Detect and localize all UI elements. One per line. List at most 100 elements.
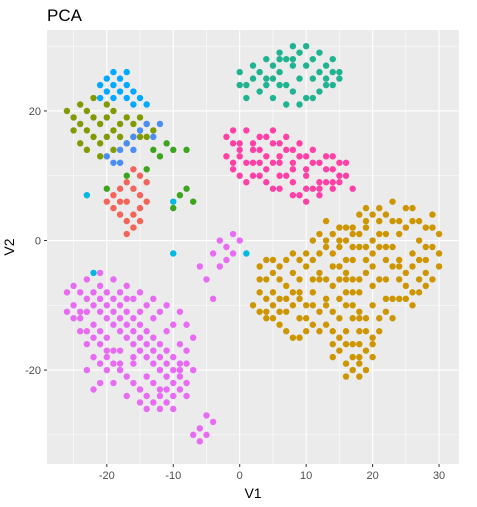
scatter-point [170, 379, 177, 387]
scatter-point [422, 243, 429, 251]
scatter-point [96, 269, 104, 277]
scatter-point [395, 230, 403, 238]
scatter-point [170, 405, 177, 413]
scatter-point [163, 328, 170, 335]
scatter-point [163, 140, 170, 147]
scatter-point [435, 263, 443, 270]
scatter-point [336, 159, 343, 166]
scatter-point [389, 217, 396, 225]
scatter-point [170, 392, 177, 400]
scatter-point [110, 127, 117, 134]
scatter-point [236, 172, 243, 179]
scatter-point [236, 68, 243, 76]
scatter-point [163, 302, 170, 309]
scatter-point [415, 256, 423, 264]
scatter-point [130, 315, 137, 322]
scatter-point [123, 321, 130, 328]
scatter-point [376, 328, 383, 335]
y-tick-label: 20 [29, 106, 41, 118]
scatter-point [296, 101, 303, 108]
scatter-point [223, 153, 230, 160]
scatter-point [269, 140, 277, 147]
scatter-point [203, 276, 210, 283]
scatter-point [170, 366, 177, 374]
scatter-point [136, 399, 144, 406]
scatter-point [143, 340, 150, 348]
scatter-point [362, 224, 370, 231]
scatter-point [309, 321, 317, 328]
scatter-point [269, 185, 277, 192]
scatter-point [376, 315, 383, 322]
scatter-point [103, 133, 111, 141]
scatter-point [329, 179, 336, 186]
scatter-point [376, 243, 383, 251]
scatter-point [189, 366, 197, 374]
scatter-point [170, 198, 177, 205]
scatter-point [309, 237, 317, 244]
scatter-point [322, 179, 330, 186]
scatter-point [96, 282, 104, 290]
scatter-point [90, 94, 97, 102]
scatter-point [415, 289, 423, 296]
scatter-point [376, 217, 383, 225]
scatter-point [342, 360, 350, 367]
scatter-point [249, 159, 257, 166]
scatter-point [429, 276, 436, 283]
scatter-point [289, 302, 297, 309]
scatter-point [283, 146, 290, 154]
scatter-point [382, 295, 390, 303]
scatter-point [243, 127, 250, 134]
scatter-point [296, 75, 303, 82]
scatter-point [322, 166, 330, 173]
scatter-point [269, 62, 277, 69]
scatter-point [256, 146, 263, 154]
scatter-point [183, 146, 190, 154]
scatter-point [289, 166, 297, 173]
scatter-point [176, 373, 184, 380]
scatter-point [269, 94, 277, 102]
scatter-point [342, 373, 350, 380]
scatter-point [395, 276, 403, 283]
scatter-point [96, 153, 104, 160]
scatter-point [216, 263, 223, 270]
scatter-point [269, 159, 277, 166]
scatter-point [130, 224, 137, 231]
scatter-point [283, 133, 290, 141]
scatter-point [223, 256, 230, 264]
scatter-point [249, 140, 257, 147]
scatter-point [389, 198, 396, 205]
scatter-point [143, 392, 150, 400]
scatter-point [229, 166, 237, 173]
scatter-point [289, 88, 297, 95]
scatter-point [236, 81, 243, 89]
scatter-point [136, 127, 144, 134]
scatter-point [362, 315, 370, 322]
scatter-point [329, 308, 336, 315]
scatter-point [123, 217, 130, 225]
scatter-point [269, 75, 277, 82]
scatter-point [203, 412, 210, 419]
scatter-point [402, 269, 410, 277]
scatter-point [349, 340, 356, 348]
scatter-point [143, 373, 150, 380]
scatter-point [302, 263, 310, 270]
scatter-point [336, 237, 343, 244]
scatter-point [136, 347, 144, 354]
scatter-point [283, 282, 290, 290]
scatter-point [302, 315, 310, 322]
scatter-point [96, 360, 104, 367]
scatter-point [103, 289, 111, 296]
scatter-point [116, 302, 124, 309]
scatter-point [382, 230, 390, 238]
scatter-point [296, 49, 303, 56]
scatter-point [329, 250, 336, 257]
scatter-point [103, 334, 111, 341]
scatter-point [256, 172, 263, 179]
scatter-point [63, 289, 71, 296]
scatter-point [116, 360, 124, 367]
y-tick-label: -20 [25, 365, 41, 377]
scatter-point [143, 179, 150, 186]
scatter-point [110, 308, 117, 315]
scatter-point [83, 340, 91, 348]
scatter-point [143, 198, 150, 205]
